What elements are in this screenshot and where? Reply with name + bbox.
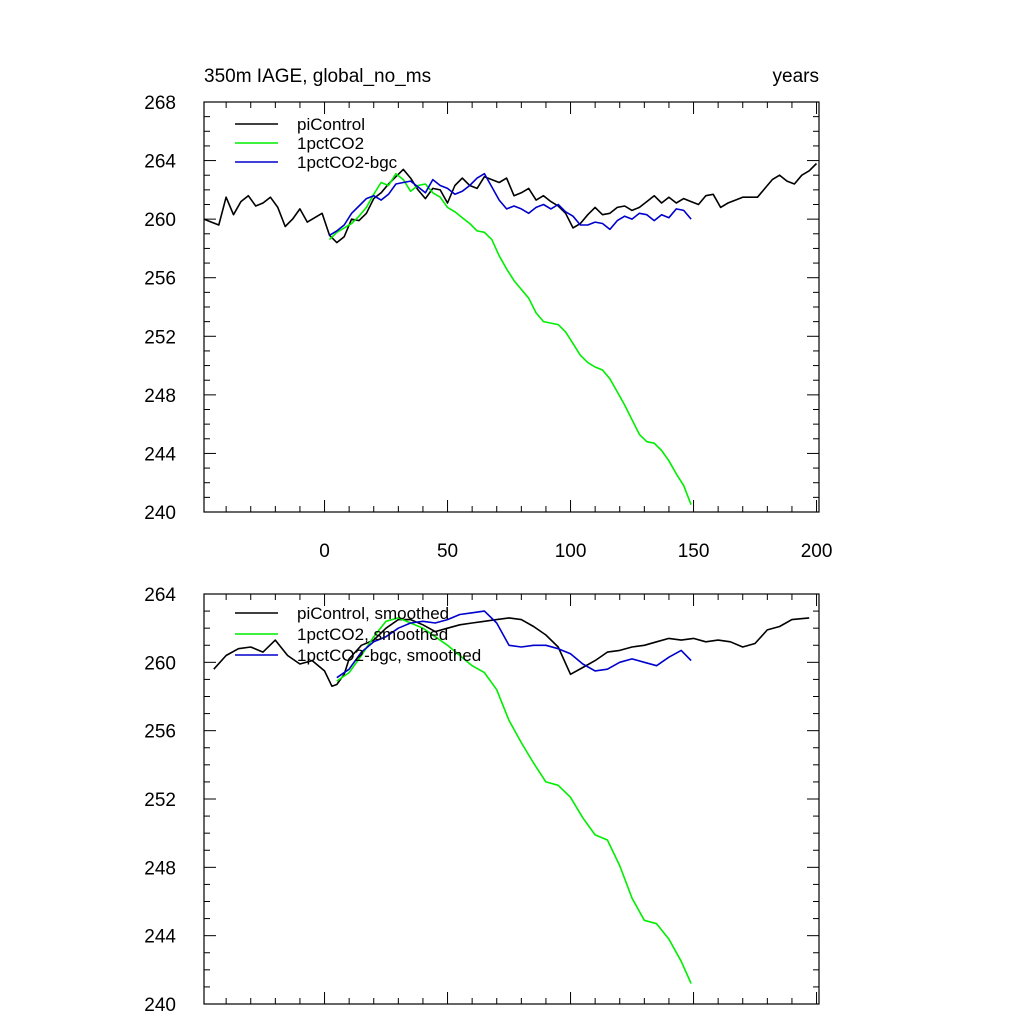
- top-legend-label: 1pctCO2: [297, 134, 364, 153]
- bottom-y-tick-label: 248: [144, 858, 176, 879]
- top-x-tick-label: 50: [437, 541, 458, 562]
- top-y-ticks: [204, 101, 819, 513]
- bottom-y-ticks: [204, 593, 819, 1005]
- top-x-tick-label: 150: [678, 541, 710, 562]
- top-series-1pctco2: [328, 172, 692, 505]
- bottom-series-1pctco2-smoothed: [336, 617, 692, 984]
- bottom-legend-label: 1pctCO2, smoothed: [297, 625, 448, 644]
- top-y-tick-label: 268: [144, 93, 176, 114]
- top-legend-label: piControl: [297, 115, 365, 134]
- top-series-picontrol: [204, 162, 818, 244]
- top-y-tick-label: 240: [144, 503, 176, 524]
- top-y-tick-label: 252: [144, 327, 176, 348]
- top-x-ticks: [225, 102, 818, 512]
- bottom-y-tick-label: 252: [144, 790, 176, 811]
- top-x-tick-label: 100: [555, 541, 587, 562]
- bottom-legend-label: piControl, smoothed: [297, 604, 449, 623]
- bottom-x-ticks: [225, 594, 818, 1004]
- chart-title: 350m IAGE, global_no_ms: [204, 66, 431, 87]
- top-y-tick-label: 264: [144, 152, 176, 173]
- bottom-panel: 240 244 248 252 256 260 264 piControl, smoothed…: [144, 585, 820, 1016]
- top-panel: 240 244 248 252 256 260 264 268 0 50 100 150 200 350m…: [144, 66, 832, 562]
- top-series-1pctco2-bgc: [329, 172, 692, 236]
- top-y-tick-label: 260: [144, 210, 176, 231]
- top-x-tick-label: 200: [801, 541, 833, 562]
- top-series-group: [204, 162, 818, 505]
- bottom-series-1pctco2-bgc-smoothed: [336, 610, 692, 679]
- bottom-y-tick-label: 260: [144, 653, 176, 674]
- bottom-legend-label: 1pctCO2-bgc, smoothed: [297, 646, 481, 665]
- bottom-y-tick-label: 244: [144, 927, 176, 948]
- top-y-tick-label: 248: [144, 386, 176, 407]
- x-units-label: years: [773, 66, 819, 87]
- bottom-y-tick-label: 264: [144, 585, 176, 606]
- bottom-y-tick-label: 256: [144, 722, 176, 743]
- bottom-series-picontrol-smoothed: [213, 617, 810, 688]
- bottom-series-group: [213, 610, 810, 984]
- top-x-tick-label: 0: [319, 541, 330, 562]
- top-y-tick-label: 256: [144, 269, 176, 290]
- top-y-tick-label: 244: [144, 444, 176, 465]
- bottom-legend: piControl, smoothed 1pctCO2, smoothed 1pct…: [235, 604, 481, 665]
- top-legend-label: 1pctCO2-bgc: [297, 153, 398, 172]
- bottom-y-tick-label: 240: [144, 995, 176, 1016]
